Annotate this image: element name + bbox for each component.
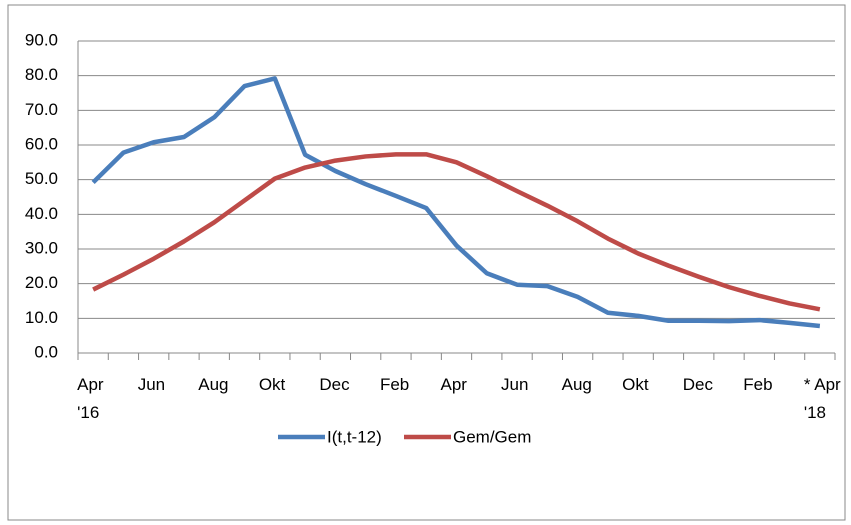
x-tick-label: Jun (501, 375, 529, 394)
legend-label: I(t,t-12) (327, 427, 382, 446)
x-tick-label: Dec (682, 375, 713, 394)
y-tick-label: 30.0 (25, 238, 58, 257)
x-tick-label: Okt (258, 375, 286, 394)
x-tick-label: Apr (440, 375, 467, 394)
x-tick-label: Aug (561, 375, 592, 394)
y-tick-label: 40.0 (25, 204, 58, 223)
x-tick-label: Feb (379, 375, 410, 394)
x-tick-label: Aug (198, 375, 229, 394)
x-tick-label: Apr '16 (77, 375, 104, 422)
y-tick-label: 60.0 (25, 134, 58, 153)
x-tick-label: Jun (137, 375, 166, 394)
y-tick-label: 20.0 (25, 273, 58, 292)
y-tick-label: 10.0 (25, 308, 58, 327)
chart-frame (7, 4, 846, 521)
y-tick-label: 80.0 (25, 65, 58, 84)
legend-label: Gem/Gem (453, 427, 531, 446)
x-tick-label: Dec (319, 375, 350, 394)
y-tick-label: 70.0 (25, 100, 58, 119)
x-tick-label: Okt (622, 375, 649, 394)
x-tick-label: Feb (743, 375, 773, 394)
y-tick-label: 90.0 (25, 30, 58, 49)
series-line (91, 76, 821, 329)
y-tick-label: 0.0 (34, 342, 58, 361)
x-tick-label: * Apr '18 (803, 375, 841, 422)
y-tick-label: 50.0 (25, 169, 58, 188)
series-line (92, 152, 821, 312)
